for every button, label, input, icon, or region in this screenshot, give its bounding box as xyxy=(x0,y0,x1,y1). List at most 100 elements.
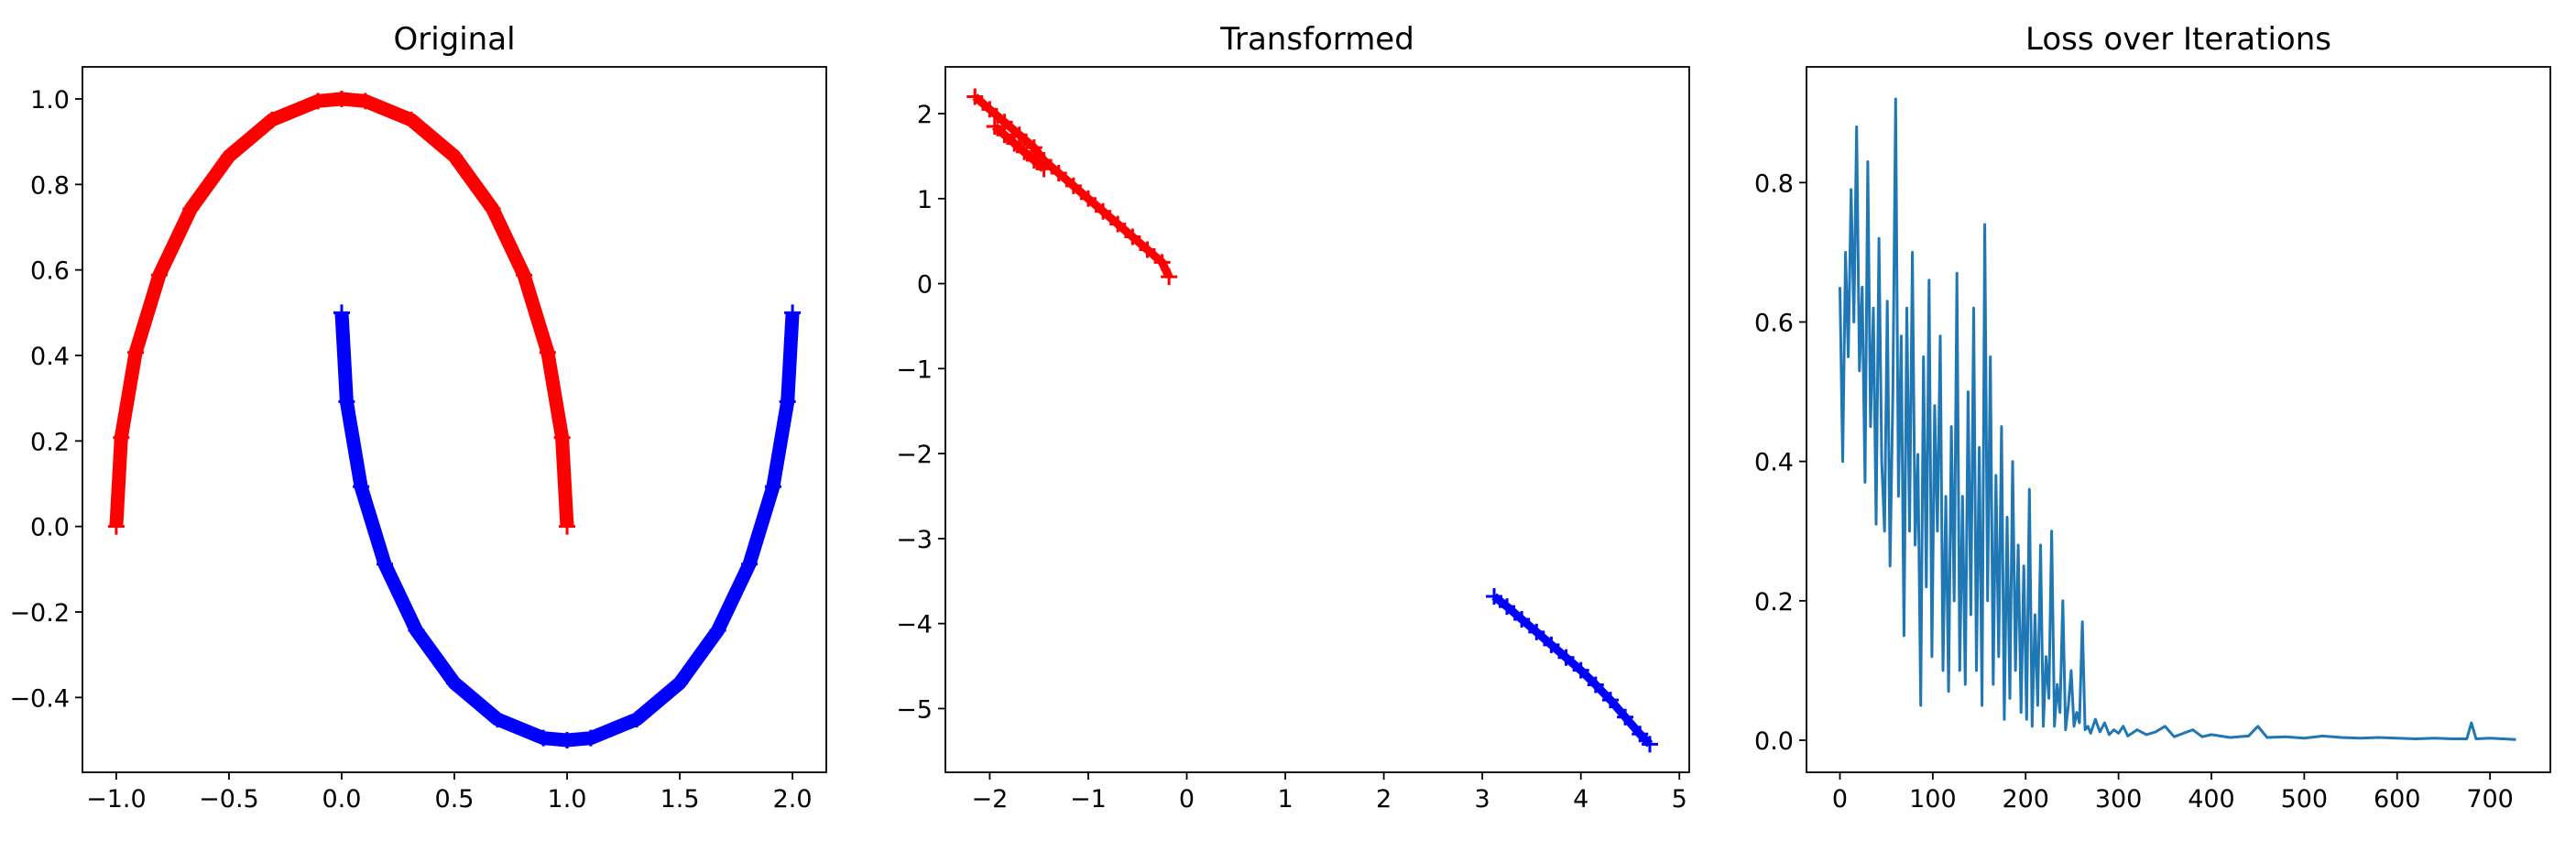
transformed-data-point xyxy=(1528,623,1545,640)
original-data-point xyxy=(353,478,370,496)
original-data-point xyxy=(182,200,200,217)
loss-y-tick-label: 0.4 xyxy=(1754,449,1794,477)
original-y-tick-label: −0.4 xyxy=(9,684,70,713)
original-data-point xyxy=(408,622,425,639)
original-data-point xyxy=(333,304,350,322)
original-data xyxy=(107,91,802,748)
original-data-point xyxy=(709,622,726,639)
transformed-data-point xyxy=(1050,164,1067,181)
transformed-data-point xyxy=(1499,598,1516,616)
original-y-tick-label: 0.0 xyxy=(30,514,70,542)
loss-x-tick-label: 500 xyxy=(2281,785,2329,814)
original-data-point xyxy=(220,147,237,165)
transformed-data-point xyxy=(1572,661,1589,679)
transformed-x-tick-label: 1 xyxy=(1277,785,1293,814)
loss-panel: 0 100 200 300 400 500 600 700 0.0 0.2 0.4 0.6 0.8 Los… xyxy=(1754,21,2551,814)
original-data-point xyxy=(784,304,802,322)
loss-x-tick-label: 100 xyxy=(1909,785,1957,814)
loss-title: Loss over Iterations xyxy=(2025,21,2331,58)
loss-x-tick-label: 400 xyxy=(2188,785,2235,814)
original-x-tick-label: 1.5 xyxy=(660,785,700,814)
original-data-point xyxy=(488,711,506,728)
transformed-data-point xyxy=(1016,143,1033,160)
original-plot-area xyxy=(107,91,802,748)
transformed-data-point xyxy=(1079,190,1097,207)
original-x-tick-label: 0.0 xyxy=(322,785,361,814)
original-data-point xyxy=(559,518,576,535)
transformed-y-tick-label: −3 xyxy=(896,526,933,554)
transformed-y-tick-label: 0 xyxy=(917,271,933,300)
transformed-data-point xyxy=(986,117,1003,135)
original-x-tick-label: 1.0 xyxy=(548,785,587,814)
loss-x-tick-label: 200 xyxy=(2002,785,2049,814)
original-data-point xyxy=(741,555,759,573)
transformed-x-tick-label: 4 xyxy=(1573,785,1588,814)
original-data-point xyxy=(559,732,576,748)
original-data-point xyxy=(553,429,571,446)
loss-plot-area xyxy=(1839,97,2516,741)
transformed-x-tick-label: 2 xyxy=(1376,785,1392,814)
original-y-tick-label: 0.2 xyxy=(30,428,70,456)
transformed-title: Transformed xyxy=(1219,21,1414,58)
transformed-data-point xyxy=(1064,177,1082,194)
transformed-data-point xyxy=(1124,228,1141,246)
original-data-point xyxy=(779,393,796,410)
original-data-point xyxy=(150,267,168,284)
original-data-point xyxy=(764,478,781,496)
original-y-tick-label: 0.4 xyxy=(30,343,70,371)
original-x-tick-label: 2.0 xyxy=(773,785,813,814)
transformed-data-point xyxy=(1153,254,1171,271)
original-y-tick-label: 0.6 xyxy=(30,257,70,286)
original-data-point xyxy=(484,200,501,217)
transformed-data-point xyxy=(1587,676,1604,694)
original-data-point xyxy=(338,393,355,410)
transformed-data-point xyxy=(1095,202,1112,220)
original-data-point xyxy=(356,93,374,110)
loss-x-tick-label: 700 xyxy=(2466,785,2514,814)
original-data-point xyxy=(446,147,463,165)
transformed-data-point xyxy=(1543,636,1560,653)
original-data-point xyxy=(628,711,646,728)
original-data-point xyxy=(310,93,327,110)
transformed-y-tick-label: −1 xyxy=(896,355,933,384)
loss-data xyxy=(1839,97,2516,741)
loss-y-tick-label: 0.6 xyxy=(1754,309,1794,337)
loss-y-tick-label: 0.8 xyxy=(1754,169,1794,198)
transformed-data-point xyxy=(1601,692,1619,709)
transformed-data-point xyxy=(1006,135,1023,152)
transformed-data-point xyxy=(1010,126,1028,144)
transformed-axes-frame xyxy=(944,66,1690,773)
transformed-data-point xyxy=(1617,708,1634,726)
original-panel: −1.0 −0.5 0.0 0.5 1.0 1.5 2.0 −0.4 −0.2 0.0 0.2 0.4… xyxy=(9,21,827,814)
transformed-data-point xyxy=(1035,160,1053,178)
original-title: Original xyxy=(393,21,515,58)
original-data-point xyxy=(333,91,350,107)
transformed-series-band-1 xyxy=(991,123,1047,172)
original-x-tick-label: −1.0 xyxy=(86,785,147,814)
loss-x-tick-label: 0 xyxy=(1832,785,1848,814)
transformed-data-point xyxy=(1161,268,1178,286)
transformed-data-point xyxy=(1513,611,1531,628)
transformed-series-band-2 xyxy=(1491,593,1654,748)
transformed-data-point xyxy=(1109,215,1127,233)
original-data-point xyxy=(263,111,280,128)
original-data-point xyxy=(113,429,130,446)
transformed-x-tick-label: 5 xyxy=(1672,785,1687,814)
transformed-data-point xyxy=(1641,736,1658,753)
original-data-point xyxy=(127,344,145,361)
original-data-point xyxy=(516,267,533,284)
transformed-data-point xyxy=(996,126,1013,144)
transformed-data-point xyxy=(1486,587,1503,605)
loss-x-tick-label: 300 xyxy=(2095,785,2143,814)
original-y-tick-label: −0.2 xyxy=(9,599,70,628)
transformed-y-tick-label: −4 xyxy=(896,611,933,639)
loss-series-line xyxy=(1839,97,2516,741)
original-y-tick-label: 0.8 xyxy=(30,171,70,200)
loss-axes-frame xyxy=(1806,66,2551,773)
original-data-point xyxy=(582,729,599,747)
transformed-x-tick-label: 0 xyxy=(1179,785,1195,814)
original-data-point xyxy=(403,111,420,128)
transformed-y-tick-label: −5 xyxy=(896,695,933,724)
transformed-data-point xyxy=(966,88,984,105)
